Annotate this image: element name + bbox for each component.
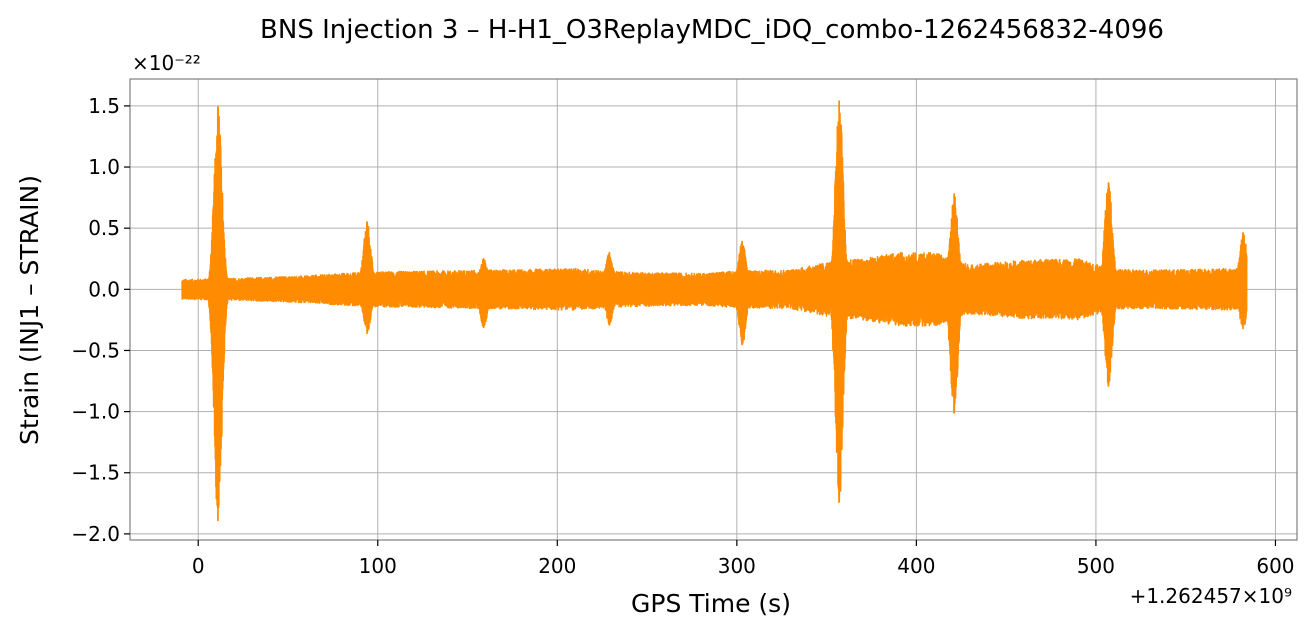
x-offset-label: +1.262457×10⁹: [1130, 584, 1292, 608]
x-tick-label: 300: [718, 554, 756, 578]
y-tick-label: −1.0: [71, 400, 120, 424]
x-tick-label: 0: [192, 554, 205, 578]
x-tick-label: 500: [1077, 554, 1115, 578]
x-tick-label: 600: [1256, 554, 1294, 578]
grid: [130, 79, 1297, 540]
chart-title: BNS Injection 3 – H-H1_O3ReplayMDC_iDQ_c…: [260, 15, 1164, 45]
x-tick-label: 200: [538, 554, 576, 578]
y-tick-label: −0.5: [71, 338, 120, 362]
y-axis-label: Strain (INJ1 – STRAIN): [15, 175, 44, 445]
y-tick-label: 1.0: [88, 155, 120, 179]
plot-area-frame: [129, 78, 1298, 541]
y-tick-label: 0.5: [88, 216, 120, 240]
y-tick-label: −2.0: [71, 522, 120, 546]
y-tick-label: 1.5: [88, 94, 120, 118]
y-tick-label: 0.0: [88, 277, 120, 301]
x-tick-label: 100: [359, 554, 397, 578]
y-scale-label: ×10⁻²²: [132, 51, 201, 75]
x-tick-label: 400: [897, 554, 935, 578]
data-series: [181, 100, 1248, 522]
strain-series-line: [181, 100, 1248, 522]
x-axis-label: GPS Time (s): [631, 589, 791, 618]
axis-ticks: 0 100 200 300 400 500 600 −2.0 −1.5 −1.0 −0.5 0.0 0.…: [71, 94, 1294, 578]
y-tick-label: −1.5: [71, 461, 120, 485]
